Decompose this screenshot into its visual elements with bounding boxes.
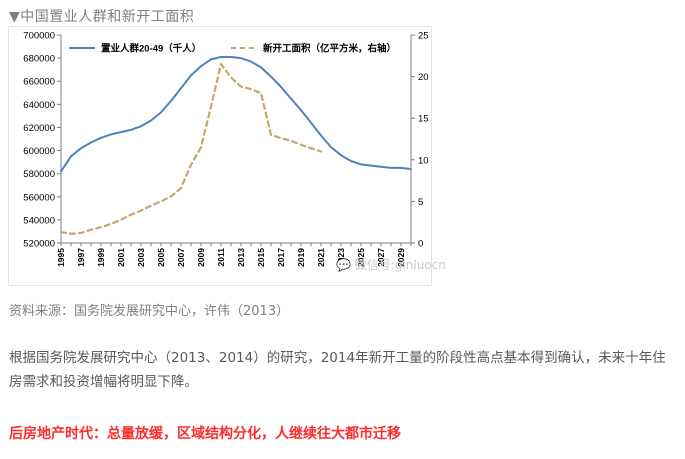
x-tick-label: 2025 [356,248,366,267]
right-y-tick-label: 15 [418,114,429,125]
left-y-tick-label: 700000 [23,31,55,42]
x-tick-label: 2019 [296,248,306,267]
x-tick-label: 2009 [196,248,206,267]
section-headline: 后房地产时代：总量放缓，区域结构分化，人继续往大都市迁移 [9,426,401,442]
x-tick-label: 2003 [136,248,146,267]
x-tick-label: 2011 [216,248,226,267]
x-tick-label: 2015 [256,248,266,267]
left-y-tick-label: 520000 [23,239,55,250]
left-y-tick-label: 640000 [23,100,55,111]
x-tick-label: 2017 [276,248,286,267]
left-y-tick-label: 540000 [23,215,55,226]
x-tick-label: 1997 [76,248,86,267]
source-note: 资料来源：国务院发展研究中心，许伟（2013） [9,304,290,319]
chart-frame: 520000 540000 560000 580000 600000 620000 6400… [8,26,432,286]
right-y-tick-label: 5 [418,197,423,208]
left-y-tick-label: 600000 [23,146,55,157]
chart-caption: ▼中国置业人群和新开工面积 [9,9,195,25]
line-chart: 520000 540000 560000 580000 600000 620000 6400… [23,31,429,267]
left-y-tick-label: 620000 [23,123,55,134]
x-tick-label: 2027 [376,248,386,267]
x-tick-label: 2005 [156,248,166,267]
wechat-watermark: 💬 微信号:ginluocn [336,258,446,272]
right-y-tick-label: 25 [418,31,429,42]
left-y-tick-label: 660000 [23,77,55,88]
right-y-tick-label: 10 [418,155,429,166]
x-tick-label: 1999 [96,248,106,267]
left-y-tick-label: 580000 [23,169,55,180]
x-tick-label: 2007 [176,248,186,267]
x-tick-label: 2023 [336,248,346,267]
x-tick-label: 2021 [316,248,326,267]
x-tick-label: 2013 [236,248,246,267]
series-line-1 [60,56,412,173]
x-tick-label: 2001 [116,248,126,267]
body-paragraph: 根据国务院发展研究中心（2013、2014）的研究，2014年新开工量的阶段性高… [9,350,666,390]
x-tick-label: 2029 [396,248,406,267]
right-y-tick-label: 20 [418,72,429,83]
left-y-tick-label: 560000 [23,192,55,203]
legend-label-1: 置业人群20-49（千人） [101,43,201,55]
x-tick-label: 1995 [56,248,66,267]
right-y-tick-label: 0 [418,239,423,250]
left-y-tick-label: 680000 [23,54,55,65]
legend-label-2: 新开工面积（亿平方米，右轴） [263,43,396,55]
